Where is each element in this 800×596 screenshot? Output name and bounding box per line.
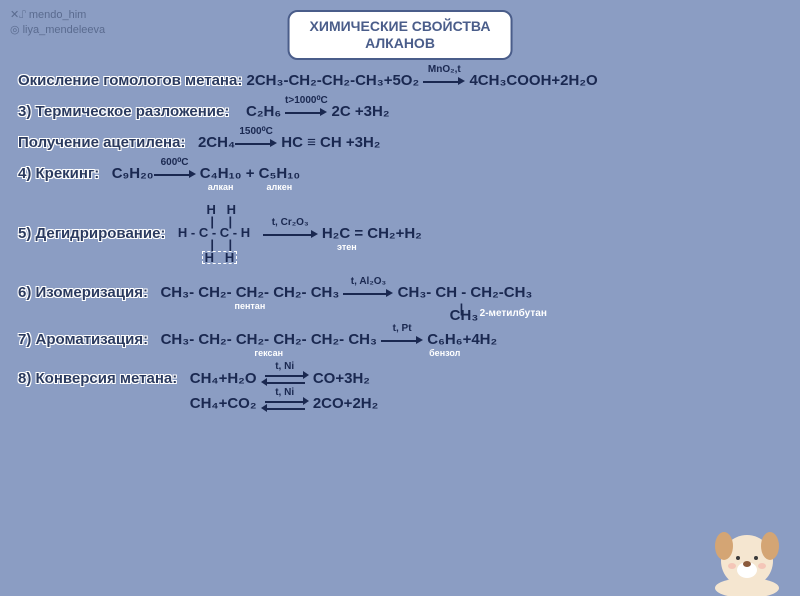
eq-lhs: CH₄+CO₂	[190, 395, 257, 412]
row-oxidation: Окисление гомологов метана: 2CH₃-CH₂-CH₂…	[18, 72, 782, 89]
plus: +	[246, 165, 259, 182]
row-aroma: 7) Ароматизация: CH₃- CH₂- CH₂- CH₂- CH₂…	[18, 331, 782, 348]
eq-rhs: HC ≡ CH +3H₂	[281, 134, 380, 151]
note-benzene: бензол	[429, 348, 460, 358]
arrow-icon: t, Pt	[381, 334, 423, 346]
label-conversion: 8) Конверсия метана:	[18, 370, 177, 387]
title-line-2: АЛКАНОВ	[310, 35, 491, 52]
row-isomer: 6) Изомеризация: CH₃- CH₂- CH₂- CH₂- CH₃…	[18, 284, 782, 301]
ig-handle: liya_mendeleeva	[23, 24, 106, 36]
note-ethene: этен	[337, 242, 357, 252]
label-isomer: 6) Изомеризация:	[18, 284, 148, 301]
eq-rhs: C₆H₆+4H₂	[427, 331, 497, 348]
arrow-icon: 600⁰C	[154, 168, 196, 180]
equilibrium-arrow-icon: t, Ni	[261, 397, 309, 413]
note-alkane: алкан	[208, 182, 234, 192]
eq-lhs: CH₄+H₂O	[190, 370, 257, 387]
label-thermal: 3) Термическое разложение:	[18, 103, 229, 120]
row-cracking: 4) Крекинг: C₉H₂₀600⁰C C₄H₁₀алкан + C₅H₁…	[18, 165, 782, 182]
eq-rhs: H₂C = CH₂+H₂	[322, 225, 422, 242]
social-handles: ✕⑀mendo_him ◎liya_mendeleeva	[10, 8, 105, 38]
vk-handle: mendo_him	[29, 9, 86, 21]
eq-rhs: CH₃- CH - CH₂-CH₃ | CH₃ 2-метилбутан	[398, 284, 533, 301]
eq-p2: C₅H₁₀	[259, 165, 301, 182]
branch: CH₃	[450, 307, 479, 324]
eq-lhs: C₉H₂₀	[112, 165, 154, 182]
label-oxidation: Окисление гомологов метана:	[18, 72, 242, 89]
note-alkene: алкен	[267, 182, 293, 192]
arrow-icon: 1500⁰C	[235, 137, 277, 149]
row-dehydro: 5) Дегидрирование: H H | | H - C - C - H…	[18, 204, 782, 264]
vk-icon: ✕⑀	[10, 8, 26, 21]
label-dehydro: 5) Дегидрирование:	[18, 225, 165, 242]
row-conversion: 8) Конверсия метана: CH₄+H₂O t, Ni CO+3H…	[18, 370, 782, 412]
eq-lhs: 2CH₄	[198, 134, 235, 151]
eq-lhs: CH₃- CH₂- CH₂- CH₂- CH₃	[160, 284, 339, 301]
label-aroma: 7) Ароматизация:	[18, 331, 148, 348]
eq-lhs: 2CH₃-CH₂-CH₂-CH₃+5O₂	[247, 72, 420, 89]
eq-p1: C₄H₁₀	[200, 165, 242, 182]
arrow-icon: t>1000⁰C	[285, 106, 327, 118]
note-pentane: пентан	[235, 301, 266, 311]
structural-ethane: H H | | H - C - C - H | | H H	[178, 204, 250, 264]
arrow-icon: MnO₂,t	[423, 75, 465, 87]
ig-icon: ◎	[10, 23, 20, 36]
equilibrium-arrow-icon: t, Ni	[261, 371, 309, 387]
title-line-1: ХИМИЧЕСКИЕ СВОЙСТВА	[310, 18, 491, 35]
eq-rhs: CO+3H₂	[313, 370, 370, 387]
eq-rhs: 2CO+2H₂	[313, 395, 378, 412]
note-methylbutane: 2-метилбутан	[480, 308, 547, 319]
row-acetylene: Получение ацетилена: 2CH₄1500⁰C HC ≡ CH …	[18, 134, 782, 151]
content: Окисление гомологов метана: 2CH₃-CH₂-CH₂…	[18, 72, 782, 427]
eq-rhs: 4CH₃COOH+2H₂O	[469, 72, 597, 89]
row-thermal: 3) Термическое разложение: C₂H₆ t>1000⁰C…	[18, 103, 782, 120]
arrow-icon: t, Al₂O₃	[343, 287, 393, 299]
label-cracking: 4) Крекинг:	[18, 165, 99, 182]
label-acetylene: Получение ацетилена:	[18, 134, 185, 151]
eq-rhs: 2C +3H₂	[332, 103, 390, 120]
arrow-icon: t, Cr₂O₃	[263, 228, 318, 240]
page-title: ХИМИЧЕСКИЕ СВОЙСТВА АЛКАНОВ	[288, 10, 513, 60]
eq-lhs: C₂H₆	[246, 103, 281, 120]
eq-lhs: CH₃- CH₂- CH₂- CH₂- CH₂- CH₃	[161, 331, 377, 348]
note-hexane: гексан	[254, 348, 283, 358]
dog-mascot-icon	[702, 516, 792, 596]
